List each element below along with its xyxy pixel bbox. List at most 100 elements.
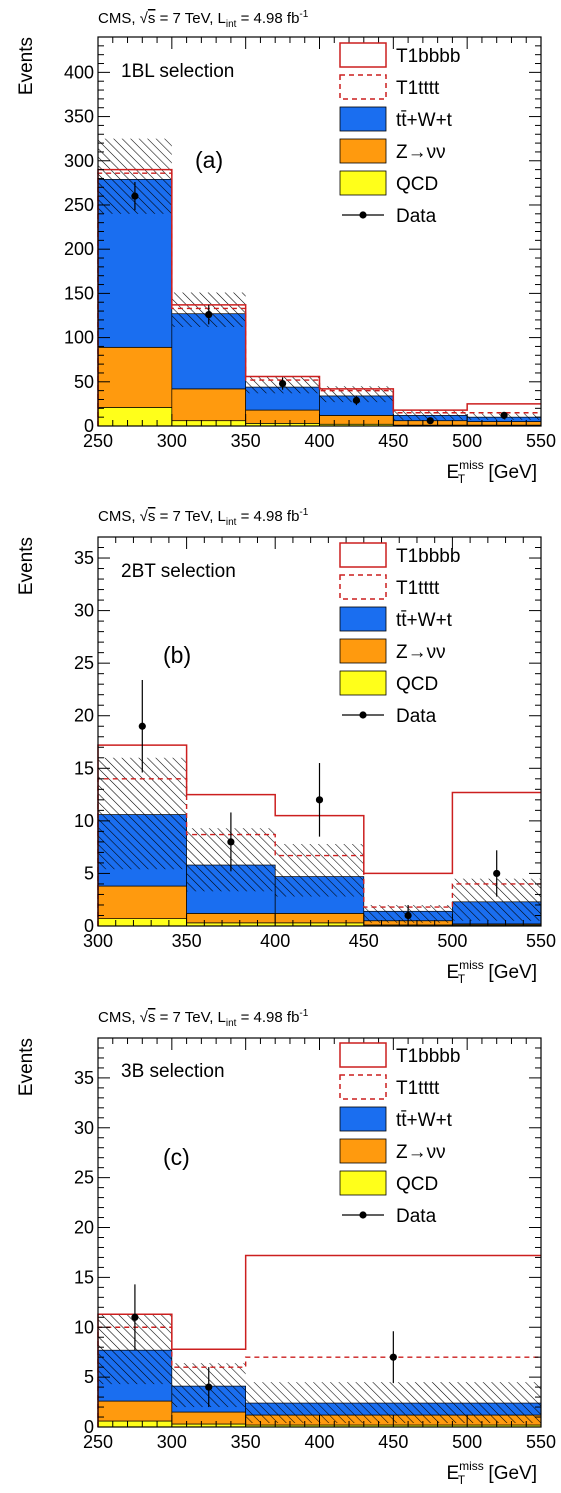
selection-label: 3B selection <box>121 1061 225 1082</box>
x-axis-label-unit: [GeV] <box>483 962 537 983</box>
header-int: int <box>226 1018 237 1029</box>
y-axis-label: Events <box>16 1038 37 1096</box>
stack-bar-z-2 <box>274 913 365 924</box>
legend-label-2: tt̄+W+t <box>396 110 453 131</box>
header-sqrt: √ <box>140 1009 149 1026</box>
data-point-3 <box>352 396 361 404</box>
y-tick-label: 30 <box>74 601 94 621</box>
x-axis-label-sup: miss <box>459 1459 484 1473</box>
x-axis-label-sub: T <box>458 1473 466 1487</box>
data-point-2 <box>278 379 287 388</box>
panel-label: (a) <box>195 147 223 173</box>
x-axis-label-unit: [GeV] <box>483 1463 537 1484</box>
legend-swatch-4 <box>339 170 387 196</box>
header-cms: CMS, <box>98 508 140 525</box>
y-tick-label: 50 <box>74 372 94 392</box>
legend-data-marker <box>359 1211 367 1219</box>
y-tick-label: 15 <box>74 1267 94 1287</box>
y-tick-label: 10 <box>74 811 94 831</box>
x-tick-label: 350 <box>172 931 202 951</box>
selection-label: 1BL selection <box>121 61 234 82</box>
x-axis-label-unit: [GeV] <box>483 462 537 483</box>
legend-label-5: Data <box>396 706 437 727</box>
x-tick-label: 450 <box>349 931 379 951</box>
data-point-0 <box>138 722 146 730</box>
data-point-1 <box>227 838 235 846</box>
data-point-1 <box>205 1383 213 1391</box>
legend-swatch-0 <box>339 1042 387 1068</box>
legend-swatch-3 <box>339 1138 387 1164</box>
header-s: s <box>148 10 156 27</box>
x-tick-label: 400 <box>260 931 290 951</box>
y-tick-label: 20 <box>74 1218 94 1238</box>
header-cms: CMS, <box>98 1009 140 1026</box>
x-axis-label-e: E <box>446 1463 459 1484</box>
legend-swatch-3 <box>339 138 387 164</box>
data-point-4 <box>426 417 434 425</box>
legend-swatch-0 <box>339 42 387 68</box>
legend-label-0: T1bbbb <box>396 46 460 67</box>
t1bbbb-line <box>97 744 541 926</box>
legend-label-5: Data <box>396 1206 437 1227</box>
legend-swatch-2 <box>339 1106 387 1132</box>
legend-label-2: tt̄+W+t <box>396 610 453 631</box>
data-point-3 <box>404 911 412 920</box>
panel-label: (b) <box>163 642 191 668</box>
legend-label-1: T1tttt <box>396 1078 440 1099</box>
x-axis-label-sup: miss <box>459 458 484 472</box>
header-lumi: = 4.98 fb <box>236 10 299 27</box>
y-tick-label: 0 <box>84 1417 94 1437</box>
header-energy: = 7 TeV, L <box>155 10 225 27</box>
chart-header: CMS, √s = 7 TeV, Lint = 4.98 fb-1 <box>98 507 309 528</box>
header-s: s <box>148 508 156 525</box>
legend-label-0: T1bbbb <box>396 546 460 567</box>
panel-label: (c) <box>163 1144 190 1170</box>
y-tick-label: 20 <box>74 706 94 726</box>
legend-swatch-2 <box>339 106 387 132</box>
chart-panel-1: 250 300 350 400 450 500 550 0 50 100 150 200 250 300 3… <box>16 9 556 486</box>
legend-label-4: QCD <box>396 1174 438 1195</box>
x-axis-label-sup: miss <box>459 958 484 972</box>
header-exp: -1 <box>299 507 308 518</box>
x-tick-label: 450 <box>378 1432 408 1452</box>
y-tick-label: 25 <box>74 653 94 673</box>
x-axis-label: Emiss T [GeV] <box>446 1459 537 1487</box>
stack-bar-qcd-0 <box>97 1420 173 1428</box>
legend-label-3: Z→νν <box>396 1142 446 1163</box>
header-lumi: = 4.98 fb <box>236 1009 299 1026</box>
legend-label-5: Data <box>396 206 437 227</box>
stack-bar-z-0 <box>97 885 187 919</box>
y-tick-label: 5 <box>84 863 94 883</box>
x-tick-label: 450 <box>378 431 408 451</box>
data-point-0 <box>131 192 139 200</box>
legend-swatch-4 <box>339 670 387 696</box>
legend-swatch-4 <box>339 1170 387 1196</box>
header-int: int <box>226 517 237 528</box>
header-energy: = 7 TeV, L <box>155 508 225 525</box>
stack-bar-z-2 <box>245 409 320 424</box>
uncertainty-band-0 <box>98 757 187 870</box>
x-axis-label-sub: T <box>458 972 466 986</box>
legend-label-2: tt̄+W+t <box>396 1110 453 1131</box>
legend-swatch-3 <box>339 638 387 664</box>
legend-label-3: Z→νν <box>396 142 446 163</box>
stack-bar-qcd-0 <box>97 407 173 427</box>
t1bbbb-line <box>97 168 541 426</box>
x-tick-label: 500 <box>437 931 467 951</box>
x-axis-label-e: E <box>446 962 459 983</box>
x-tick-label: 350 <box>231 1432 261 1452</box>
data-point-0 <box>131 1313 139 1321</box>
data-point-2 <box>389 1353 397 1361</box>
legend: T1bbbb T1tttt tt̄+W+t Z→νν QCD Data <box>339 1042 460 1227</box>
header-lumi: = 4.98 fb <box>236 508 299 525</box>
legend: T1bbbb T1tttt tt̄+W+t Z→νν QCD Data <box>339 42 460 227</box>
header-sqrt: √ <box>140 10 149 27</box>
header-sqrt: √ <box>140 508 149 525</box>
stack-bar-z-1 <box>171 388 247 422</box>
x-tick-label: 550 <box>526 431 556 451</box>
y-tick-label: 150 <box>64 283 94 303</box>
x-tick-label: 350 <box>231 431 261 451</box>
stack-bar-z-5 <box>466 421 542 426</box>
chart-header: CMS, √s = 7 TeV, Lint = 4.98 fb-1 <box>98 1008 309 1029</box>
